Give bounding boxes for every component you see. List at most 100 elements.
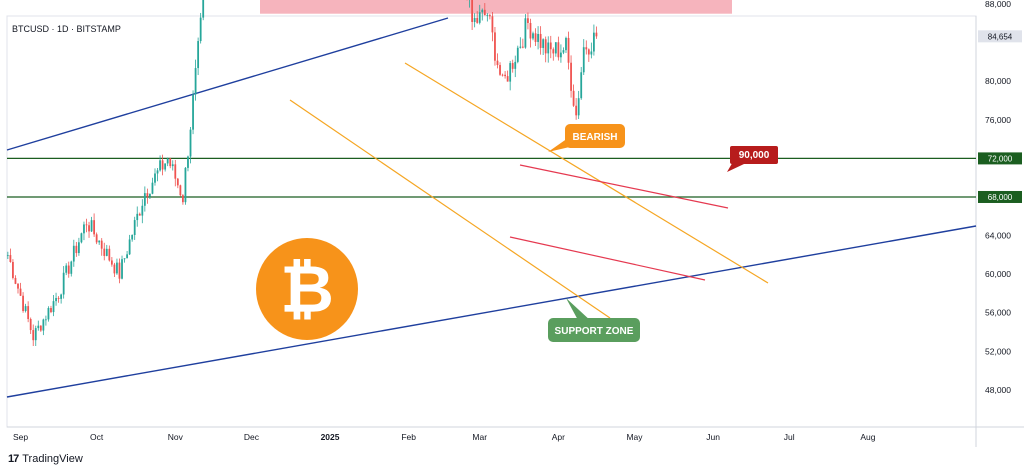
candle-body	[128, 239, 131, 255]
candle-body	[123, 258, 126, 260]
candle-body	[37, 325, 40, 329]
candle-body	[110, 260, 113, 265]
candle-body	[471, 0, 474, 22]
candle-body	[131, 234, 134, 240]
candle-body	[194, 68, 197, 95]
key-level-label: 68,000	[988, 193, 1013, 202]
candle-body	[32, 330, 35, 341]
candle-body	[511, 63, 514, 69]
candle-body	[488, 15, 491, 17]
bitcoin-symbol: ₿	[280, 251, 334, 328]
candle-body	[67, 265, 70, 274]
candle-body	[161, 160, 164, 170]
price-tick-label: 76,000	[985, 115, 1011, 125]
candle-body	[113, 264, 116, 274]
bearish-channel-lower	[289, 99, 611, 319]
candle-body	[27, 306, 30, 320]
candle-body	[501, 74, 504, 76]
candle-body	[585, 47, 588, 50]
support-callout	[548, 318, 640, 342]
time-tick-label: Feb	[401, 432, 416, 442]
candle-body	[176, 178, 179, 186]
bearish-channel-upper	[404, 62, 769, 284]
time-tick-label: Mar	[472, 432, 487, 442]
candle-body	[138, 213, 141, 216]
candle-body	[575, 105, 578, 116]
price-tick-label: 80,000	[985, 76, 1011, 86]
bitcoin-logo-icon	[256, 238, 358, 340]
candle-body	[202, 0, 205, 18]
candle-body	[187, 156, 189, 168]
candle-body	[521, 46, 524, 48]
candle-body	[34, 328, 37, 341]
price-tick-label: 60,000	[985, 269, 1011, 279]
candle-body	[169, 158, 172, 167]
candle-body	[197, 41, 200, 69]
candle-body	[554, 42, 557, 54]
candle-body	[121, 259, 123, 279]
candle-body	[17, 283, 19, 289]
candle-body	[39, 325, 42, 331]
candle-body	[478, 12, 481, 23]
candle-body	[80, 233, 83, 243]
candle-body	[166, 158, 169, 164]
candle-body	[133, 220, 136, 235]
candle-body	[6, 255, 9, 256]
time-tick-label: Aug	[860, 432, 875, 442]
candle-body	[95, 234, 98, 243]
candle-body	[149, 193, 151, 197]
candle-body	[90, 220, 93, 232]
candle-body	[12, 261, 14, 278]
symbol-title: BTCUSD · 1D · BITSTAMP	[12, 24, 121, 34]
candle-body	[539, 33, 542, 48]
wedge-upper-line	[519, 164, 729, 209]
candle-body	[77, 242, 80, 254]
candle-body	[62, 272, 65, 295]
candle-body	[126, 254, 128, 259]
key-level-tag	[978, 152, 1022, 165]
candle-body	[146, 193, 149, 197]
candle-body	[179, 185, 182, 196]
candle-body	[164, 163, 167, 170]
candle-body	[572, 90, 575, 106]
candle-body	[491, 16, 494, 33]
candle-body	[9, 255, 12, 262]
candle-body	[182, 195, 184, 203]
time-tick-label: Dec	[244, 432, 260, 442]
candle-body	[567, 37, 570, 63]
price-tick-label: 56,000	[985, 308, 1011, 318]
candle-body	[88, 225, 90, 232]
candle-body	[108, 248, 111, 261]
candle-body	[549, 42, 552, 50]
candle-body	[65, 265, 68, 273]
wedge-lower-line	[509, 236, 706, 281]
candle-body	[587, 49, 590, 55]
candle-body	[103, 248, 106, 256]
candle-body	[509, 63, 512, 82]
candle-body	[29, 319, 32, 331]
candle-body	[98, 240, 101, 243]
tradingview-logo-icon: 17	[8, 453, 19, 465]
time-tick-label: Jun	[706, 432, 720, 442]
candle-body	[499, 65, 501, 75]
candle-body	[174, 164, 177, 179]
candle-body	[57, 297, 60, 299]
candle-body	[22, 295, 24, 311]
candle-body	[143, 193, 146, 206]
time-tick-label: 2025	[321, 432, 340, 442]
time-tick-label: Nov	[168, 432, 184, 442]
candle-body	[116, 262, 118, 274]
candle-body	[136, 213, 139, 221]
candle-body	[496, 60, 499, 66]
candle-body	[486, 15, 489, 16]
candle-body	[542, 39, 545, 48]
tradingview-branding[interactable]: 17 TradingView	[8, 453, 83, 465]
candle-body	[72, 245, 75, 262]
plot-area	[6, 15, 977, 428]
time-tick-label: Apr	[552, 432, 565, 442]
candle-body	[544, 39, 547, 54]
candle-body	[47, 308, 50, 320]
time-tick-label: May	[626, 432, 643, 442]
